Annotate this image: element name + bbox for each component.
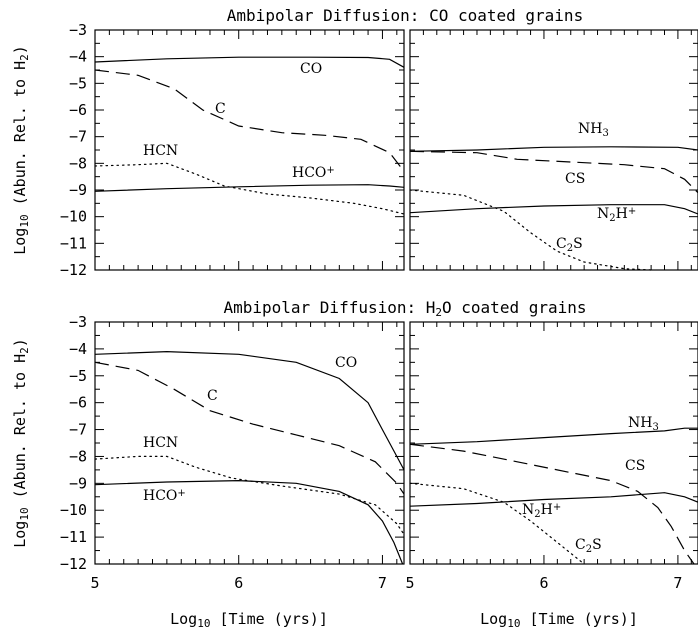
panel-top-left: −3 −4 −5 −6 −7 −8 −9 −10 −11 −12 CO C HCN HCO+ Ambipol…	[60, 6, 583, 279]
y-tick-label: −7	[69, 421, 87, 439]
x-tick-label: 7	[673, 574, 682, 592]
panel-title: Ambipolar Diffusion: H2O coated grains	[223, 298, 586, 319]
series-line-n2hplus	[410, 205, 698, 214]
series-line-hcoplus	[95, 481, 403, 564]
series-label-n2hplus: N2H+	[522, 502, 561, 521]
series-label-c2s: C2S	[556, 236, 583, 254]
y-axis-title: Log10 (Abun. Rel. to H2)	[11, 338, 31, 548]
series-line-c	[95, 70, 404, 171]
panel-bottom-right: 5 6 7 NH3 CS N2H+ C2S	[405, 322, 698, 592]
series-label-c: C	[207, 388, 218, 404]
y-tick-label: −8	[69, 154, 87, 172]
y-tick-label: −3	[69, 313, 87, 331]
y-tick-label: −4	[69, 340, 87, 358]
y-tick-label: −10	[60, 208, 87, 226]
series-label-hcoplus: HCO+	[143, 488, 186, 505]
series-line-c2s	[410, 483, 584, 564]
x-tick-label: 7	[378, 574, 387, 592]
y-tick-label: −9	[69, 181, 87, 199]
series-line-hcn	[95, 163, 404, 214]
series-line-c	[95, 362, 404, 494]
panel-top-right: NH3 CS N2H+ C2S	[410, 30, 698, 270]
panel-bottom-left: −3−4−5−6−7−8−9−10−11−125 6 7COCHCNHCO+Ambi…	[60, 298, 587, 592]
y-tick-label: −4	[69, 48, 87, 66]
series-label-nh3: NH3	[628, 415, 659, 433]
series-line-cs	[410, 151, 698, 192]
x-tick-label: 5	[405, 574, 414, 592]
series-label-cs: CS	[625, 458, 645, 474]
panel-frame	[95, 322, 404, 564]
series-label-c: C	[215, 101, 226, 117]
x-tick-label: 6	[234, 574, 243, 592]
y-tick-label: −9	[69, 474, 87, 492]
series-label-hcn: HCN	[143, 435, 178, 451]
series-label-cs: CS	[565, 171, 585, 187]
series-label-hcoplus: HCO+	[292, 165, 335, 182]
series-line-c2s	[410, 190, 651, 270]
y-tick-label: −5	[69, 74, 87, 92]
series-label-c2s: C2S	[575, 537, 602, 555]
series-label-hcn: HCN	[143, 143, 178, 159]
x-axis-title: Log10 [Time (yrs)]	[170, 610, 328, 630]
series-line-hcn	[95, 456, 404, 534]
series-label-co: CO	[300, 61, 322, 77]
y-tick-label: −6	[69, 394, 87, 412]
y-tick-label: −6	[69, 101, 87, 119]
y-tick-label: −11	[60, 528, 87, 546]
series-line-nh3	[410, 147, 698, 152]
y-tick-label: −7	[69, 128, 87, 146]
y-tick-label: −5	[69, 367, 87, 385]
y-tick-label: −12	[60, 261, 87, 279]
y-axis-title: Log10 (Abun. Rel. to H2)	[11, 45, 31, 255]
panel-frame	[95, 30, 404, 270]
panel-title: Ambipolar Diffusion: CO coated grains	[227, 6, 583, 25]
x-tick-label: 6	[539, 574, 548, 592]
series-label-n2hplus: N2H+	[597, 206, 636, 225]
x-tick-label: 5	[90, 574, 99, 592]
series-label-nh3: NH3	[578, 121, 609, 139]
x-axis-title: Log10 [Time (yrs)]	[480, 610, 638, 630]
series-line-co	[95, 57, 404, 67]
y-tick-label: −8	[69, 447, 87, 465]
y-tick-label: −10	[60, 501, 87, 519]
y-tick-label: −3	[69, 21, 87, 39]
y-tick-label: −11	[60, 234, 87, 252]
series-label-co: CO	[335, 355, 357, 371]
series-line-co	[95, 352, 404, 470]
y-tick-label: −12	[60, 555, 87, 573]
